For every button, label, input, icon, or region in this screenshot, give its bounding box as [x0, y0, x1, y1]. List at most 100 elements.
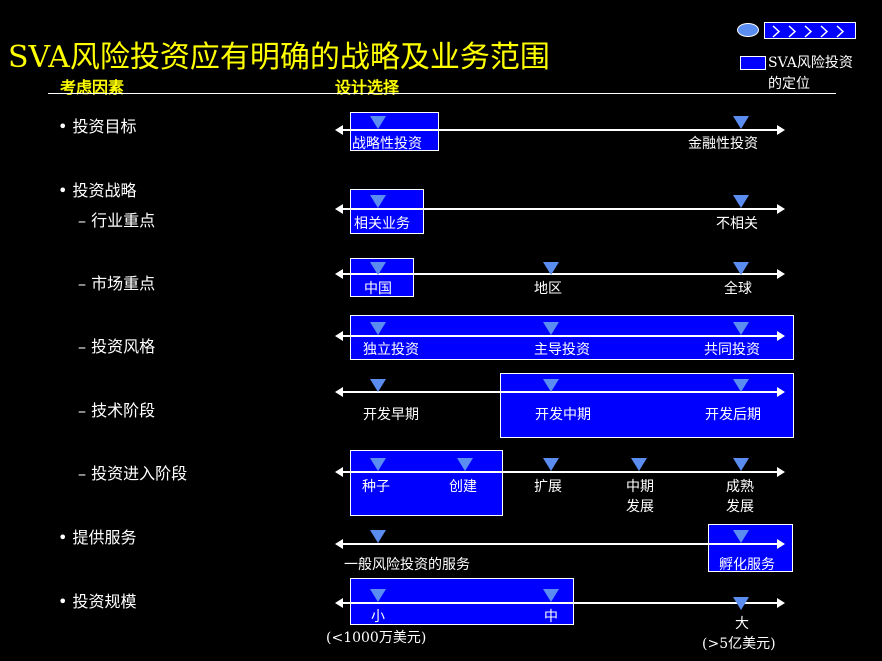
header-considerations: 考虑因素 [60, 78, 125, 97]
arrow-left-icon [335, 539, 343, 549]
axis-line [342, 273, 778, 275]
marker-triangle-icon [733, 530, 749, 543]
marker-triangle-icon [631, 458, 647, 471]
choice-note: (<1000万美元) [326, 630, 427, 646]
arrow-left-icon [335, 387, 343, 397]
arrow-right-icon [777, 539, 785, 549]
row-scale: • 投资规模 [58, 592, 137, 611]
marker-triangle-icon [543, 589, 559, 602]
marker-triangle-icon [370, 262, 386, 275]
marker-triangle-icon [370, 195, 386, 208]
marker-triangle-icon [370, 379, 386, 392]
choice-label: 孵化服务 [719, 557, 775, 573]
choice-label: 共同投资 [704, 342, 760, 358]
choice-label: 发展 [726, 499, 754, 515]
legend-swatch [740, 56, 766, 70]
row-service-label: 提供服务 [72, 528, 137, 547]
arrow-left-icon [335, 125, 343, 135]
axis-line [342, 543, 778, 545]
marker-triangle-icon [370, 458, 386, 471]
marker-triangle-icon [733, 458, 749, 471]
arrow-right-icon [777, 125, 785, 135]
choice-label: 全球 [724, 281, 752, 297]
choice-label: 中国 [364, 281, 392, 297]
row-stage-label: 投资进入阶段 [91, 464, 188, 483]
header-divider [48, 93, 836, 94]
chevron-bar-icon [764, 22, 856, 39]
axis-line [342, 129, 778, 131]
row-goal-label: 投资目标 [72, 117, 137, 136]
row-market: – 市场重点 [78, 274, 156, 293]
marker-triangle-icon [370, 116, 386, 129]
position-box [350, 112, 439, 151]
marker-triangle-icon [733, 116, 749, 129]
marker-triangle-icon [370, 322, 386, 335]
arrow-right-icon [777, 467, 785, 477]
row-style: – 投资风格 [78, 337, 156, 356]
marker-triangle-icon [733, 597, 749, 610]
choice-label: 中期 [626, 479, 654, 495]
choice-note: (>5亿美元) [702, 636, 776, 652]
choice-label: 种子 [362, 479, 390, 495]
row-market-label: 市场重点 [91, 274, 156, 293]
choice-label: 开发中期 [535, 407, 591, 423]
choice-label: 成熟 [726, 479, 754, 495]
axis-line [342, 602, 778, 604]
choice-label: 不相关 [716, 216, 758, 232]
choice-label: 发展 [626, 499, 654, 515]
row-goal: • 投资目标 [58, 117, 137, 136]
choice-label: 金融性投资 [688, 136, 758, 152]
legend-text-1: SVA风险投资 [768, 55, 853, 71]
marker-triangle-icon [543, 322, 559, 335]
marker-triangle-icon [733, 379, 749, 392]
choice-label: 创建 [449, 479, 477, 495]
axis-line [342, 208, 778, 210]
arrow-left-icon [335, 331, 343, 341]
row-strategy: • 投资战略 [58, 181, 137, 200]
row-style-label: 投资风格 [91, 337, 156, 356]
position-box [350, 189, 424, 234]
row-stage: – 投资进入阶段 [78, 464, 188, 483]
choice-label: 战略性投资 [352, 136, 422, 152]
arrow-right-icon [777, 269, 785, 279]
header-design-choices: 设计选择 [335, 78, 400, 97]
arrow-left-icon [335, 269, 343, 279]
position-box [350, 315, 794, 360]
choice-label: 中 [544, 609, 558, 625]
arrow-left-icon [335, 467, 343, 477]
arrow-right-icon [777, 387, 785, 397]
choice-label: 主导投资 [534, 342, 590, 358]
marker-triangle-icon [457, 458, 473, 471]
axis-line [342, 471, 778, 473]
arrow-left-icon [335, 204, 343, 214]
choice-label: 开发后期 [705, 407, 761, 423]
arrow-right-icon [777, 331, 785, 341]
choice-label: 扩展 [534, 479, 562, 495]
row-industry: – 行业重点 [78, 211, 156, 230]
page-title: SVA风险投资应有明确的战略及业务范围 [8, 40, 550, 75]
choice-label: 大 [735, 616, 749, 632]
arrow-right-icon [777, 204, 785, 214]
marker-triangle-icon [543, 379, 559, 392]
marker-triangle-icon [733, 322, 749, 335]
choice-label: 相关业务 [354, 216, 410, 232]
marker-triangle-icon [543, 262, 559, 275]
marker-triangle-icon [733, 195, 749, 208]
row-scale-label: 投资规模 [72, 592, 137, 611]
arrow-left-icon [335, 598, 343, 608]
legend-text-2: 的定位 [768, 76, 810, 92]
marker-triangle-icon [733, 262, 749, 275]
choice-label: 小 [371, 609, 385, 625]
marker-triangle-icon [543, 458, 559, 471]
marker-triangle-icon [370, 589, 386, 602]
row-strategy-label: 投资战略 [72, 181, 137, 200]
choice-label: 地区 [534, 281, 562, 297]
choice-label: 独立投资 [363, 342, 419, 358]
axis-line [342, 335, 778, 337]
choice-label: 开发早期 [363, 407, 419, 423]
arrow-right-icon [777, 598, 785, 608]
row-service: • 提供服务 [58, 528, 137, 547]
choice-label: 一般风险投资的服务 [344, 557, 470, 573]
row-industry-label: 行业重点 [91, 211, 156, 230]
position-box [350, 578, 574, 625]
